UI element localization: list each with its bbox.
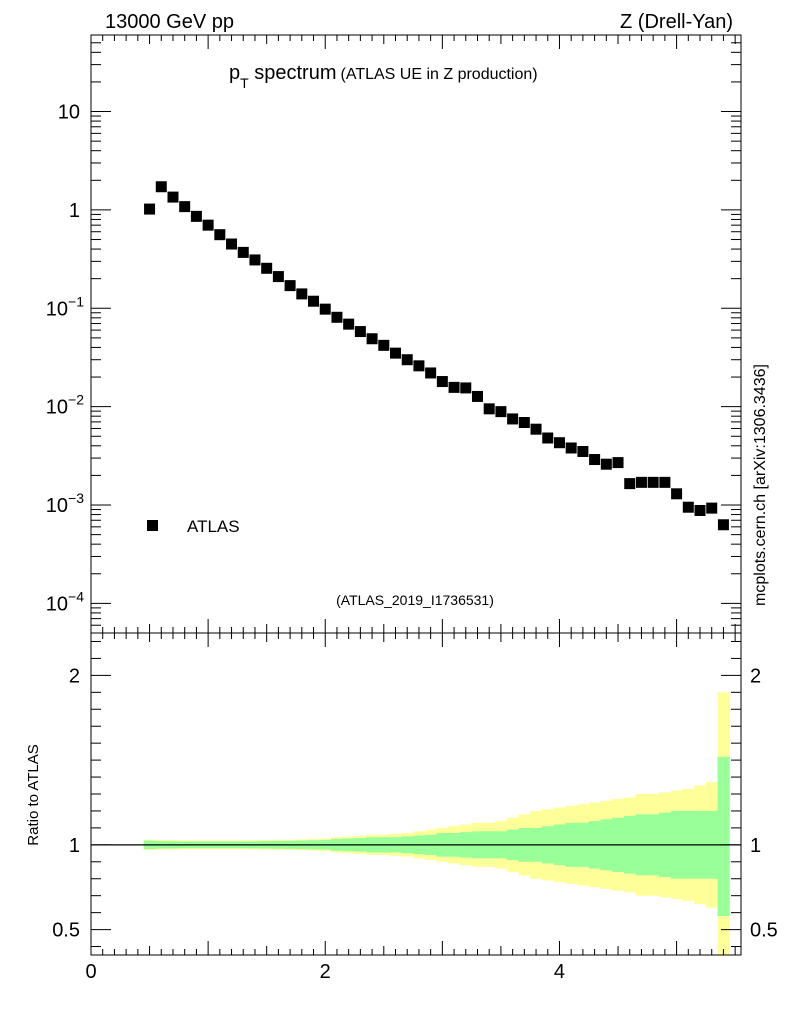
data-point [144, 203, 156, 215]
data-point [272, 271, 284, 283]
data-point [530, 423, 542, 435]
title-note: (ATLAS UE in Z production) [341, 66, 538, 83]
data-point [542, 432, 554, 444]
y-tick-label: 10−3 [46, 490, 84, 517]
y-tick-label: 10 [58, 102, 80, 124]
data-point [706, 502, 718, 514]
data-point [155, 181, 167, 193]
y-tick-label: 1 [69, 200, 80, 222]
data-point [249, 254, 261, 266]
data-point [483, 403, 495, 415]
ratio-y-tick-label-right: 2 [750, 665, 761, 687]
data-point [635, 476, 647, 488]
ratio-panel: 0 2 4 0.5 0.5 1 1 2 2 [52, 640, 778, 983]
y-tick-label: 10−4 [46, 588, 84, 615]
data-point [448, 381, 460, 393]
title-p: p [229, 62, 240, 84]
title-subscript: T [240, 75, 249, 91]
data-point [167, 191, 179, 203]
analysis-label: (ATLAS_2019_I1736531) [336, 592, 494, 608]
data-point [366, 333, 378, 345]
data-point [390, 347, 402, 359]
data-point [354, 326, 366, 338]
data-point [401, 354, 413, 366]
data-point [471, 390, 483, 402]
title-word: spectrum [249, 62, 337, 84]
ratio-y-tick-label-left: 2 [69, 665, 80, 687]
side-label: mcplots.cern.ch [arXiv:1306.3436] [752, 364, 769, 606]
ratio-y-tick-label-left: 0.5 [52, 920, 80, 942]
ratio-y-tick-label-right: 1 [750, 835, 761, 857]
main-frame [90, 34, 742, 634]
data-point [308, 295, 320, 307]
data-point [343, 318, 355, 330]
data-point [659, 476, 671, 488]
ratio-y-tick-label-left: 1 [69, 835, 80, 857]
data-point [682, 501, 694, 513]
y-tick-label: 10−1 [46, 293, 84, 320]
data-point [202, 219, 214, 231]
data-point [413, 360, 425, 372]
data-point [647, 476, 659, 488]
data-point [425, 367, 437, 379]
data-point [214, 229, 226, 241]
data-point [331, 311, 343, 323]
x-tick-label: 0 [85, 961, 96, 983]
data-point [624, 478, 636, 490]
main-panel: 10 1 10−1 10−2 10−3 10−4 [46, 34, 741, 955]
data-point [612, 457, 624, 469]
header-right: Z (Drell-Yan) [620, 11, 733, 33]
ratio-band-inner [717, 756, 730, 917]
data-point [190, 210, 202, 222]
x-tick-label: 4 [554, 961, 565, 983]
data-point [284, 280, 296, 292]
legend-label: ATLAS [187, 517, 240, 536]
plot-title: pT spectrum (ATLAS UE in Z production) [229, 62, 538, 91]
ratio-y-tick-label-right: 0.5 [750, 920, 778, 942]
data-point [436, 376, 448, 388]
data-point [495, 406, 507, 418]
ratio-ylabel: Ratio to ATLAS [25, 744, 42, 845]
data-point [694, 504, 706, 516]
data-point [226, 238, 238, 250]
y-tick-label: 10−2 [46, 392, 84, 419]
data-point [261, 262, 273, 274]
data-point [589, 454, 601, 466]
data-point [577, 446, 589, 458]
data-point [237, 246, 249, 258]
data-point [296, 288, 308, 300]
data-point [565, 442, 577, 454]
data-point [507, 413, 519, 425]
data-point [553, 437, 565, 449]
data-point [378, 339, 390, 351]
data-point [518, 417, 530, 429]
header-left: 13000 GeV pp [105, 11, 234, 33]
data-point [319, 303, 331, 315]
legend-marker [147, 520, 158, 531]
data-point [717, 519, 729, 531]
data-point [671, 488, 683, 500]
data-point [600, 458, 612, 470]
data-point [179, 201, 191, 213]
x-tick-label: 2 [320, 961, 331, 983]
ratio-frame [90, 632, 742, 956]
data-point [460, 382, 472, 394]
